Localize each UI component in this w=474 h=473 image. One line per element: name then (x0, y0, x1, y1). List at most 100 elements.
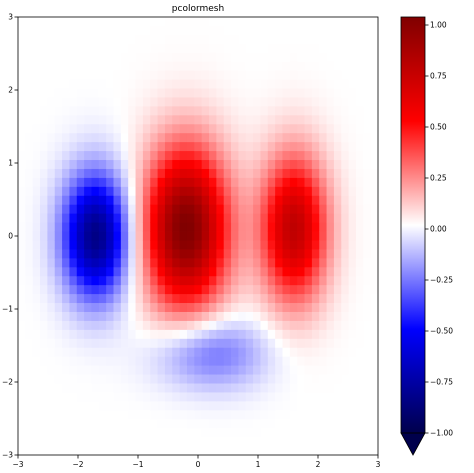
mesh-cell (341, 329, 350, 340)
mesh-cell (201, 34, 210, 45)
mesh-cell (91, 177, 100, 188)
mesh-cell (32, 419, 41, 429)
mesh-cell (333, 213, 342, 223)
mesh-cell (98, 168, 107, 179)
mesh-cell (164, 142, 173, 152)
mesh-cell (69, 34, 78, 45)
mesh-cell (179, 258, 188, 268)
mesh-cell (297, 106, 305, 116)
mesh-cell (253, 311, 261, 322)
mesh-cell (319, 70, 327, 80)
mesh-cell (142, 276, 151, 286)
mesh-cell (282, 61, 291, 72)
mesh-cell (164, 70, 173, 80)
mesh-cell (209, 249, 217, 259)
mesh-cell (113, 329, 122, 340)
mesh-cell (304, 374, 313, 384)
mesh-cell (106, 428, 114, 438)
mesh-cell (311, 303, 320, 313)
mesh-cell (113, 25, 122, 36)
mesh-cell (91, 365, 100, 375)
mesh-cell (106, 419, 114, 429)
mesh-cell (98, 267, 107, 277)
mesh-cell (128, 329, 136, 340)
mesh-cell (113, 392, 122, 402)
mesh-cell (216, 410, 225, 420)
mesh-cell (275, 106, 283, 116)
mesh-cell (355, 88, 364, 98)
mesh-cell (32, 428, 41, 438)
mesh-cell (231, 52, 239, 63)
mesh-cell (18, 43, 26, 54)
mesh-cell (363, 213, 372, 223)
mesh-cell (98, 25, 107, 36)
mesh-cell (62, 79, 70, 89)
mesh-cell (142, 133, 151, 143)
mesh-cell (54, 347, 63, 358)
mesh-cell (348, 267, 357, 277)
mesh-cell (363, 311, 372, 322)
mesh-cell (275, 356, 283, 367)
mesh-cell (326, 356, 335, 367)
mesh-cell (326, 222, 335, 232)
mesh-cell (120, 446, 129, 456)
mesh-cell (157, 151, 166, 161)
mesh-cell (120, 311, 129, 322)
mesh-cell (231, 428, 239, 438)
mesh-cell (275, 294, 283, 304)
mesh-cell (40, 392, 48, 402)
mesh-cell (216, 285, 225, 295)
mesh-cell (91, 160, 100, 170)
mesh-cell (311, 124, 320, 134)
mesh-cell (194, 25, 203, 36)
mesh-cell (142, 106, 151, 116)
mesh-cell (172, 240, 181, 250)
mesh-cell (25, 88, 34, 98)
mesh-cell (363, 374, 372, 384)
mesh-cell (120, 365, 129, 375)
mesh-cell (47, 347, 56, 358)
mesh-cell (231, 34, 239, 45)
mesh-cell (333, 249, 342, 259)
mesh-cell (128, 133, 136, 143)
mesh-cell (216, 177, 225, 188)
mesh-cell (135, 204, 144, 215)
mesh-cell (326, 97, 335, 107)
mesh-cell (341, 401, 350, 411)
mesh-cell (18, 347, 26, 358)
mesh-cell (319, 240, 327, 250)
mesh-cell (54, 133, 63, 143)
mesh-cell (164, 61, 173, 72)
mesh-cell (209, 213, 217, 223)
mesh-cell (209, 365, 217, 375)
mesh-cell (40, 177, 48, 188)
mesh-cell (297, 151, 305, 161)
mesh-cell (25, 79, 34, 89)
mesh-cell (18, 374, 26, 384)
mesh-cell (238, 133, 247, 143)
mesh-cell (25, 401, 34, 411)
mesh-cell (223, 258, 232, 268)
mesh-cell (267, 124, 276, 134)
mesh-cell (231, 177, 239, 188)
mesh-cell (319, 365, 327, 375)
mesh-cell (348, 419, 357, 429)
mesh-cell (25, 52, 34, 63)
mesh-cell (98, 285, 107, 295)
mesh-cell (32, 240, 41, 250)
mesh-cell (150, 392, 158, 402)
mesh-cell (54, 329, 63, 340)
mesh-cell (282, 106, 291, 116)
mesh-cell (267, 231, 276, 241)
mesh-cell (84, 97, 92, 107)
mesh-cell (245, 52, 254, 63)
mesh-cell (363, 204, 372, 215)
mesh-cell (216, 437, 225, 447)
mesh-cell (172, 258, 181, 268)
mesh-cell (304, 249, 313, 259)
mesh-cell (106, 25, 114, 36)
mesh-cell (150, 437, 158, 447)
mesh-cell (128, 70, 136, 80)
mesh-cell (363, 294, 372, 304)
mesh-cell (179, 61, 188, 72)
